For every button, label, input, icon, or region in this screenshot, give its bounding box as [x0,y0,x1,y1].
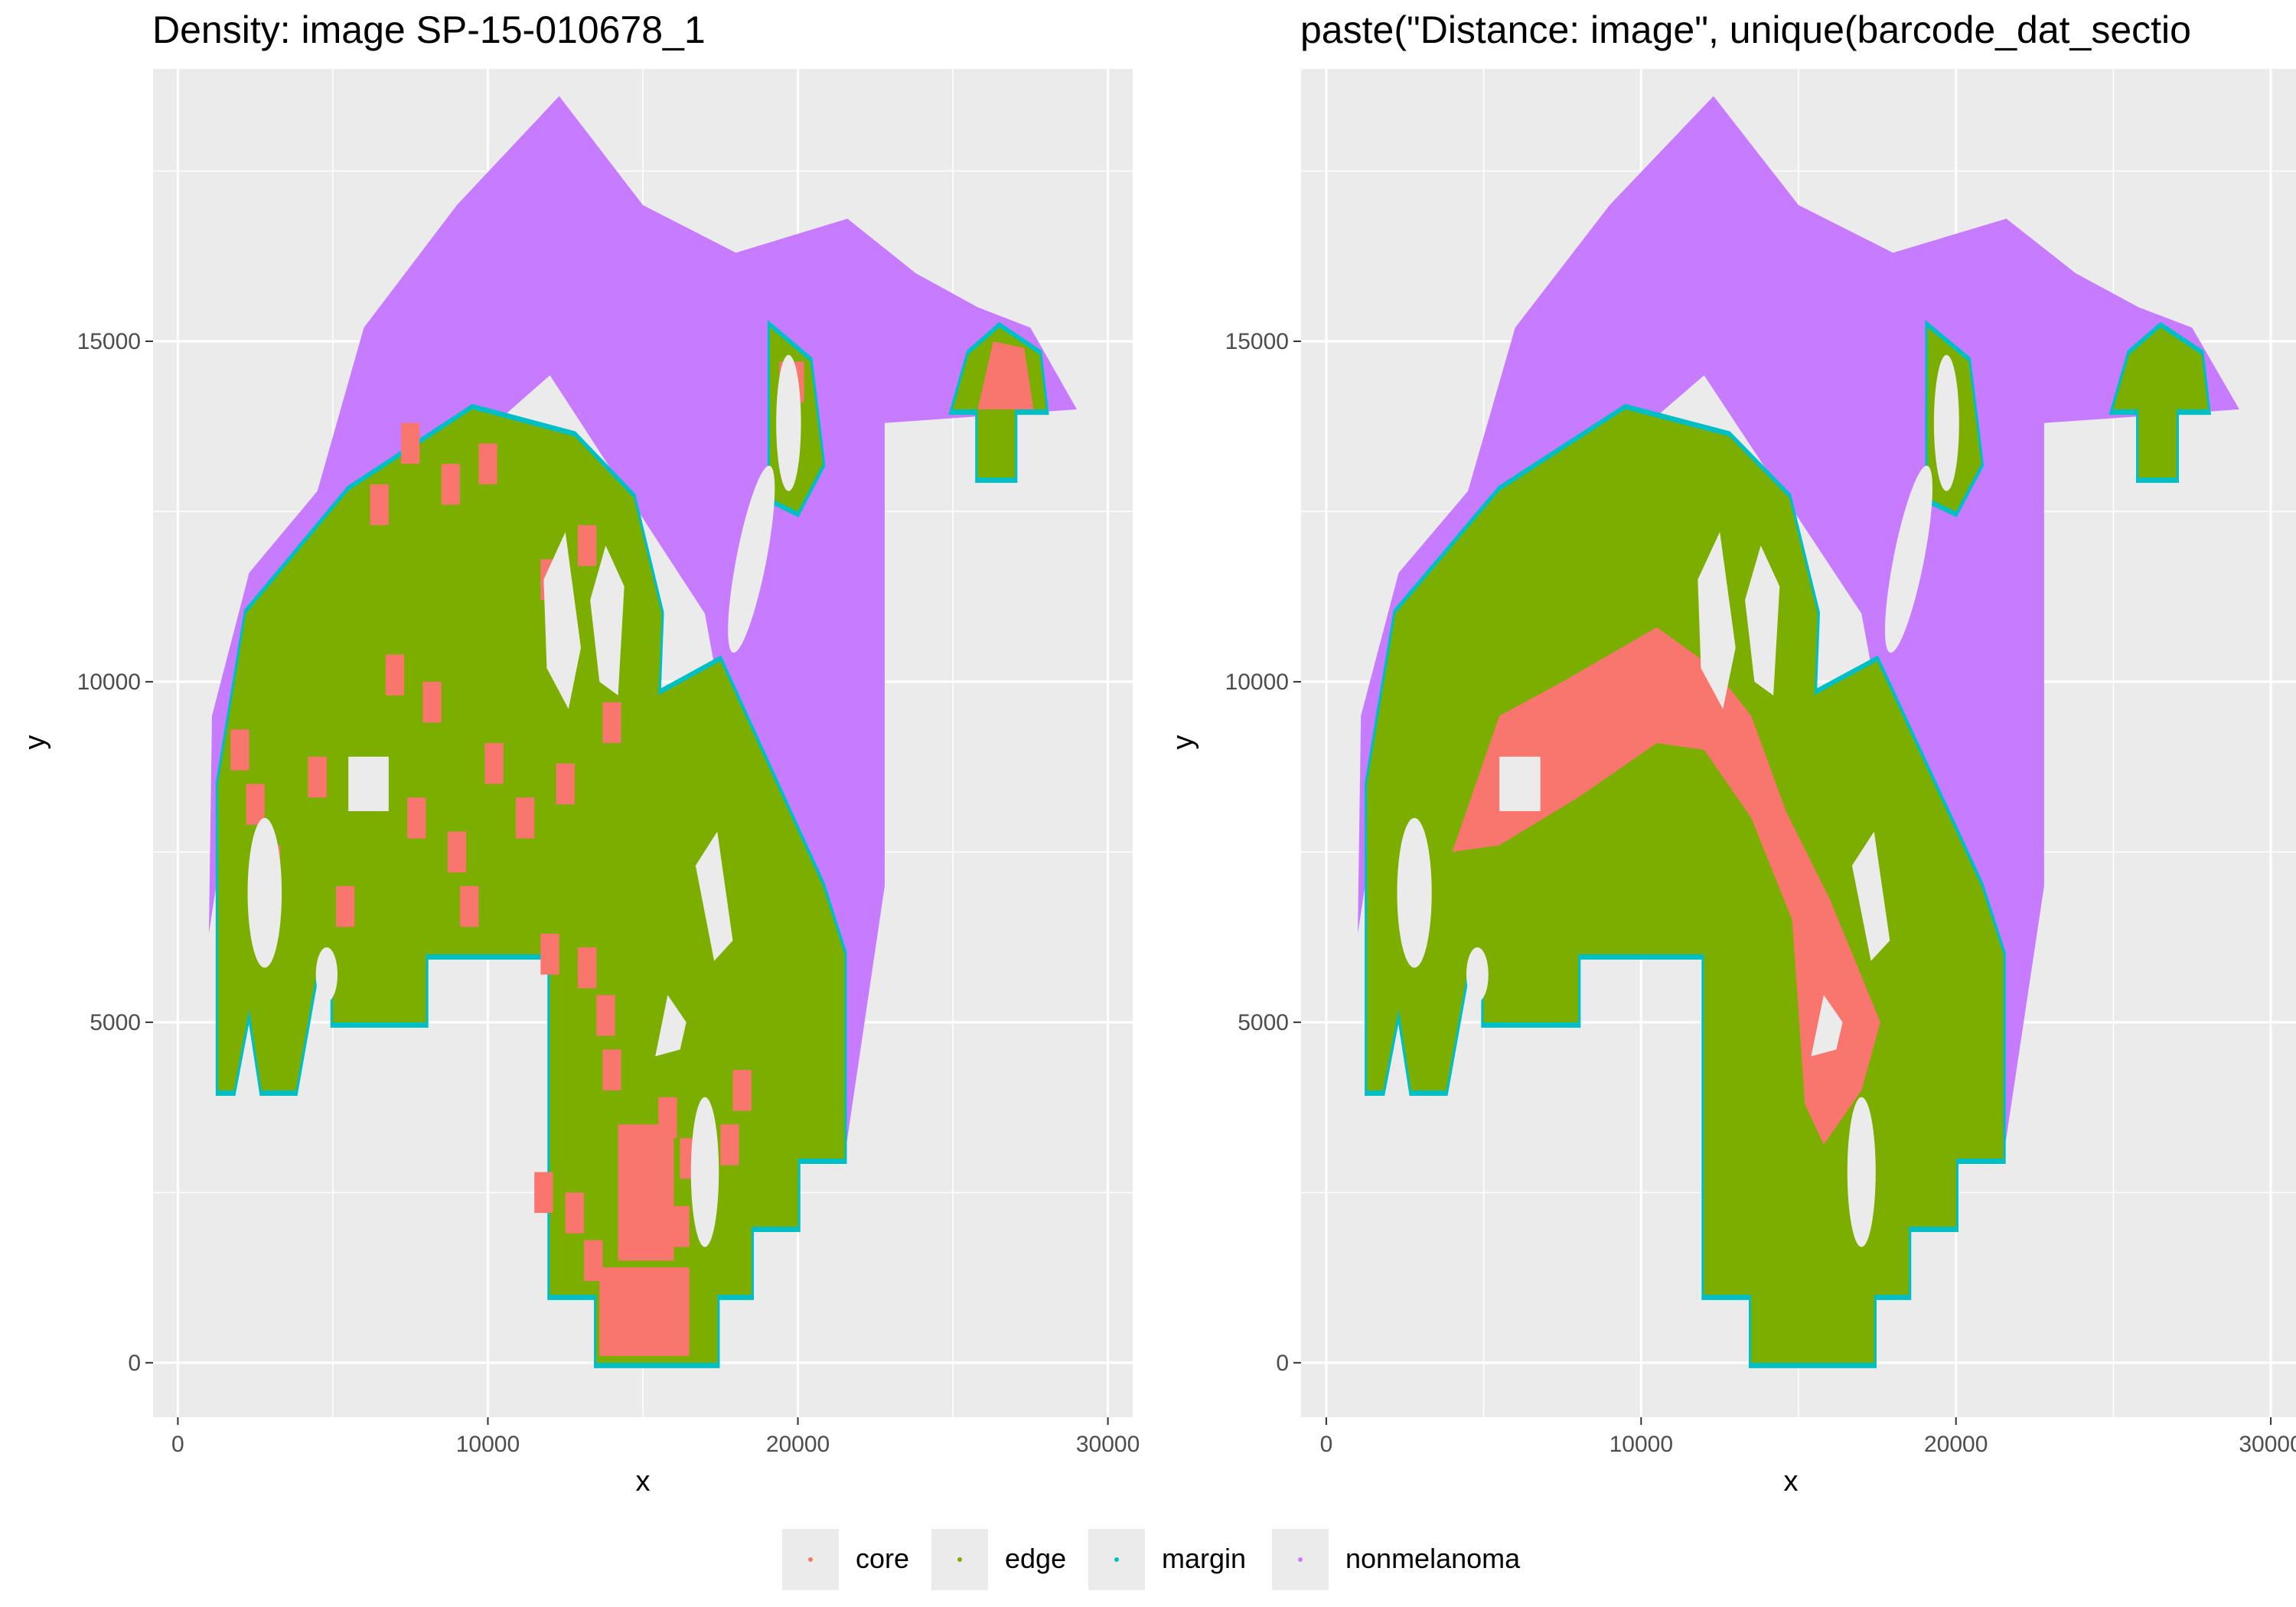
y-tick-label: 0 [1276,1351,1289,1376]
core-patch [577,525,597,566]
data-transform [1358,96,2239,1363]
core-dot-icon [808,1557,813,1562]
core-patch [584,1240,603,1282]
core-patch [484,743,504,784]
legend-label-edge: edge [1005,1543,1067,1574]
right-panel-title: paste("Distance: image", unique(barcode_… [1300,8,2191,51]
edge-dot-icon [957,1557,962,1562]
y-axis-title: y [1167,735,1199,750]
x-tick-label: 20000 [766,1432,830,1457]
core-patch [460,885,479,927]
x-axis-title: x [636,1465,651,1498]
x-tick-label: 30000 [1076,1432,1140,1457]
plots-canvas: 0 10000 20000 30000 0 5000 10000 15000 x y 0 10000… [19,69,2296,1498]
x-tick-label: 0 [171,1432,184,1457]
core-patch [308,756,327,798]
core-patch [422,681,442,723]
core-patch [596,995,615,1036]
core-patch [618,1124,674,1261]
core-patch [478,443,497,484]
y-tick-label: 15000 [1225,329,1289,354]
core-patch [246,784,265,825]
data-layer-right [1358,96,2239,1363]
core-patch [599,1267,690,1356]
data-transform [208,96,1078,1363]
y-tick-label: 5000 [1238,1010,1289,1035]
y-tick-label: 0 [128,1351,141,1376]
x-tick-label: 0 [1320,1432,1333,1457]
core-patch [447,831,467,873]
core-patch [732,1070,752,1111]
y-tick-label: 15000 [77,329,141,354]
y-tick-label: 10000 [1225,670,1289,695]
legend-label-core: core [856,1543,910,1574]
x-axis-title: x [1784,1465,1799,1498]
core-patch [534,1172,553,1214]
legend-key-core [782,1529,839,1590]
core-patch [577,947,597,989]
core-patch [720,1124,739,1165]
core-patch [515,797,535,839]
legend: core edge margin nonmelanoma [782,1529,1548,1590]
x-tick-label: 20000 [1924,1432,1988,1457]
legend-key-margin [1088,1529,1145,1590]
core-patch [565,1192,585,1234]
legend-label-margin: margin [1162,1543,1247,1574]
core-patch [556,763,575,805]
core-patch [385,654,405,696]
x-tick-label: 30000 [2239,1432,2296,1457]
right-panel: 0 10000 20000 30000 0 5000 10000 15000 x y [1167,69,2296,1498]
y-axis-title: y [19,735,51,750]
legend-key-nonmelanoma [1272,1529,1329,1590]
x-tick-label: 10000 [1609,1432,1673,1457]
margin-dot-icon [1114,1557,1119,1562]
core-patch [401,422,420,464]
legend-label-nonmelanoma: nonmelanoma [1345,1543,1521,1574]
y-tick-label: 5000 [90,1010,141,1035]
data-layer-left [208,96,1078,1363]
nonmelanoma-dot-icon [1298,1557,1303,1562]
core-patch [540,934,559,975]
left-panel: 0 10000 20000 30000 0 5000 10000 15000 x y [19,69,1140,1498]
core-band [1452,627,1880,1146]
core-patch [230,729,249,771]
legend-key-edge [931,1529,988,1590]
core-patch [602,702,621,743]
x-tick-label: 10000 [456,1432,520,1457]
core-patch [977,341,1034,409]
core-patch [370,484,389,526]
core-patch [335,885,355,927]
core-patch [407,797,426,839]
core-patch [602,1049,621,1090]
y-tick-label: 10000 [77,670,141,695]
core-patch [441,464,461,505]
left-panel-title: Density: image SP-15-010678_1 [152,8,706,51]
